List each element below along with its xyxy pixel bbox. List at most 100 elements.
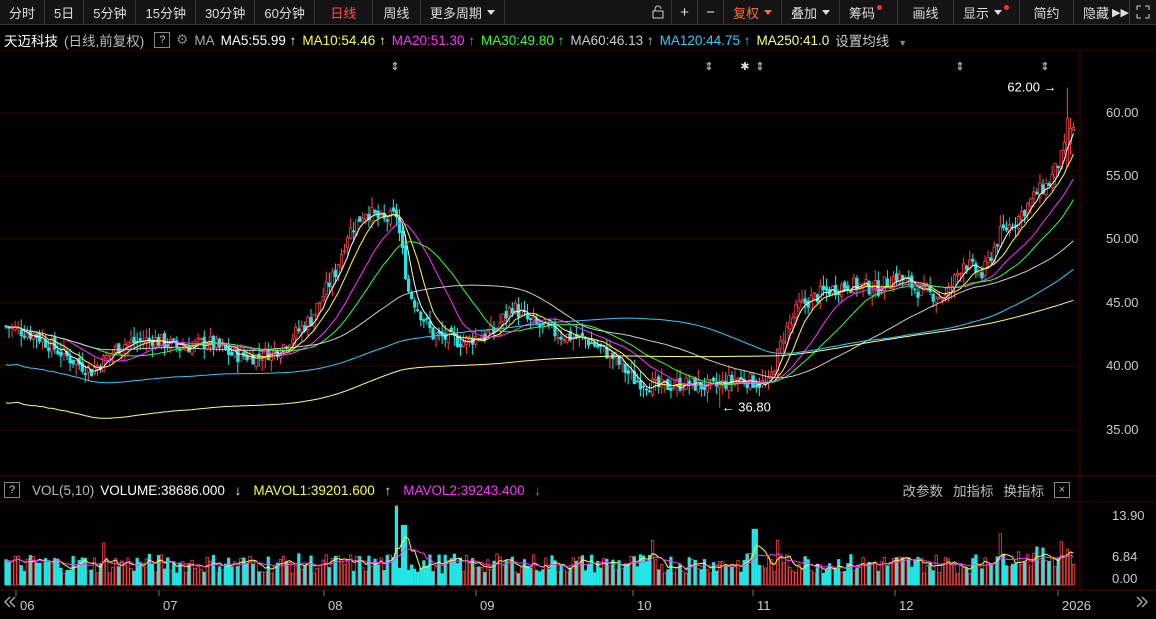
volume-bar bbox=[275, 562, 280, 586]
ma-values: MA5:55.99 ↑ MA10:54.46 ↑ MA20:51.30 ↑ MA30:… bbox=[221, 33, 836, 48]
volume-bar bbox=[428, 554, 432, 586]
simple-mode-button[interactable]: 简约 bbox=[1020, 0, 1074, 24]
volume-bar bbox=[358, 556, 362, 586]
candle-body bbox=[635, 380, 639, 383]
help-icon[interactable]: ? bbox=[154, 32, 171, 48]
volume-bar bbox=[1068, 552, 1073, 586]
candle-body bbox=[367, 213, 371, 221]
display-dropdown[interactable]: 显示 bbox=[954, 0, 1020, 24]
volume-bars bbox=[4, 505, 1076, 586]
overlay-dropdown[interactable]: 叠加 bbox=[782, 0, 840, 24]
volume-bar bbox=[605, 558, 609, 586]
volume-bar bbox=[623, 564, 627, 586]
tab-5min[interactable]: 5分钟 bbox=[84, 0, 137, 24]
candle-body bbox=[83, 373, 87, 375]
volume-bar bbox=[507, 560, 511, 586]
event-marker-icon: ⇕ bbox=[704, 61, 713, 73]
event-markers: ⇕ ⇕ ✱ ⇕ ⇕ ⇕ bbox=[390, 61, 1049, 73]
chips-button[interactable]: 筹码 bbox=[840, 0, 898, 24]
candle-body bbox=[150, 339, 154, 347]
volume-bar bbox=[803, 556, 807, 586]
candle-body bbox=[773, 371, 777, 375]
volume-bar bbox=[321, 559, 325, 586]
gear-icon[interactable]: ⚙ bbox=[176, 32, 189, 47]
tab-daily[interactable]: 日线 bbox=[315, 0, 373, 24]
more-periods-dropdown[interactable]: 更多周期 bbox=[421, 0, 505, 24]
volume-bar bbox=[327, 567, 331, 586]
switch-indicator-button[interactable]: 换指标 bbox=[1003, 484, 1045, 499]
drawing-button[interactable]: 画线 bbox=[898, 0, 954, 24]
candle-body bbox=[626, 370, 630, 375]
candle-body bbox=[644, 388, 649, 391]
volume-bar bbox=[937, 572, 941, 586]
candle-body bbox=[931, 293, 935, 302]
volume-bar bbox=[184, 572, 188, 586]
tab-60min[interactable]: 60分钟 bbox=[255, 0, 315, 24]
close-icon[interactable]: × bbox=[1054, 482, 1070, 498]
fuquan-dropdown[interactable]: 复权 bbox=[724, 0, 782, 24]
double-chevron-right-icon: ▶▶ bbox=[1112, 6, 1129, 19]
price-tick-label: 40.00 bbox=[1106, 358, 1139, 373]
candle-body bbox=[803, 298, 807, 304]
volume-bar bbox=[492, 560, 496, 586]
tab-30min[interactable]: 30分钟 bbox=[196, 0, 256, 24]
arrow-down-icon: ↓ bbox=[534, 482, 542, 498]
ma-value-5: MA120:44.75 ↑ bbox=[659, 32, 751, 48]
date-tick-label: 09 bbox=[480, 598, 495, 613]
zoom-out-icon[interactable]: − bbox=[698, 0, 724, 24]
volume-bar bbox=[144, 558, 148, 586]
edit-params-button[interactable]: 改参数 bbox=[902, 484, 944, 499]
ma-settings-dropdown[interactable]: 设置均线 ▼ bbox=[835, 30, 913, 50]
volume-bar bbox=[644, 561, 649, 586]
candle-body bbox=[556, 336, 560, 340]
candle-body bbox=[1056, 165, 1060, 168]
candle-body bbox=[263, 347, 267, 359]
help-icon[interactable]: ? bbox=[4, 482, 20, 498]
volume-bar bbox=[205, 556, 209, 586]
display-label: 显示 bbox=[963, 5, 990, 21]
volume-bar bbox=[565, 571, 569, 586]
candle-body bbox=[413, 300, 417, 308]
candle-body bbox=[956, 273, 960, 276]
volume-bar bbox=[965, 567, 969, 586]
scroll-right-icon[interactable] bbox=[1134, 594, 1150, 610]
volume-bar bbox=[153, 571, 158, 586]
event-marker-icon: ⇕ bbox=[755, 61, 764, 73]
candle-body bbox=[345, 237, 350, 249]
volume-bar bbox=[946, 558, 951, 586]
volume-bar bbox=[895, 557, 899, 586]
tab-weekly[interactable]: 周线 bbox=[373, 0, 421, 24]
tab-intraday[interactable]: 分时 bbox=[0, 0, 46, 24]
candle-body bbox=[995, 244, 999, 247]
volume-bar bbox=[672, 572, 676, 586]
tab-15min[interactable]: 15分钟 bbox=[136, 0, 196, 24]
volume-bar bbox=[196, 564, 200, 586]
volume-bar bbox=[458, 557, 463, 586]
hide-button[interactable]: 隐藏 ▶▶ bbox=[1074, 0, 1130, 24]
candle-body bbox=[47, 347, 51, 352]
volume-bar bbox=[879, 561, 883, 586]
volume-bar bbox=[227, 557, 231, 586]
lock-icon[interactable] bbox=[646, 0, 672, 24]
volume-bar bbox=[355, 555, 359, 586]
volume-bar bbox=[763, 567, 768, 586]
volume-bar bbox=[53, 557, 57, 586]
add-indicator-button[interactable]: 加指标 bbox=[953, 484, 994, 499]
candle-body bbox=[312, 314, 316, 327]
scroll-left-icon[interactable] bbox=[2, 594, 18, 610]
zoom-in-icon[interactable]: + bbox=[672, 0, 698, 24]
chevron-down-icon: ▼ bbox=[898, 38, 908, 48]
candle-body bbox=[1062, 142, 1066, 151]
tab-5day[interactable]: 5日 bbox=[45, 0, 85, 24]
candle-body bbox=[102, 355, 106, 373]
candle-body bbox=[71, 359, 75, 365]
candle-body bbox=[745, 383, 749, 389]
candle-body bbox=[779, 340, 783, 349]
volume-bar bbox=[669, 556, 673, 586]
volume-bar bbox=[86, 570, 90, 586]
vol-title: VOL(5,10) bbox=[32, 482, 95, 498]
volume-bar bbox=[574, 560, 578, 586]
volume-bar bbox=[620, 568, 624, 586]
fullscreen-icon[interactable] bbox=[1130, 0, 1156, 24]
